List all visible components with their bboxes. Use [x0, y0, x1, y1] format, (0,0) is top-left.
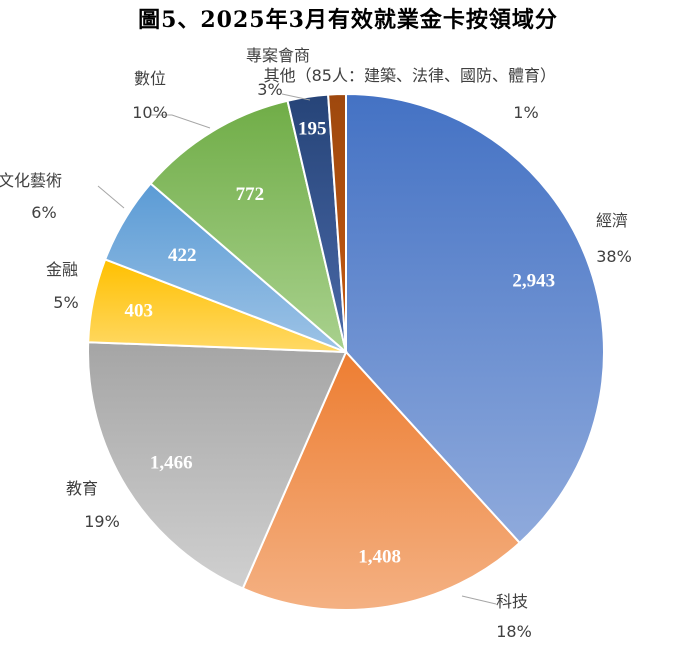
leader-line — [150, 114, 211, 129]
slice-value-label: 195 — [298, 119, 327, 140]
slice-percent-label: 3% — [257, 80, 282, 99]
value-labels: 2,943 1,408 1,466 403 422 772 195 — [125, 119, 556, 568]
slice-category-label: 科技 — [496, 592, 528, 611]
pie-slice — [241, 350, 522, 611]
chart-title: 圖5、2025年3月有效就業金卡按領域分 — [138, 7, 558, 33]
pie-slice — [149, 99, 348, 355]
slice-percent-label: 6% — [31, 203, 56, 222]
slice-category-label: 其他（85人：建築、法律、國防、體育） — [264, 66, 556, 85]
slice-category-label: 金融 — [46, 260, 78, 279]
slice-value-label: 772 — [236, 184, 265, 205]
slice-category-label: 教育 — [66, 479, 98, 498]
slice-percent-label: 19% — [84, 512, 120, 531]
slice-percent-label: 5% — [53, 293, 78, 312]
slice-category-label: 經濟 — [596, 211, 628, 230]
pie-slice — [327, 92, 347, 353]
slice-percent-label: 38% — [596, 247, 632, 266]
slice-percent-label: 10% — [132, 103, 168, 122]
slice-percent-label: 1% — [513, 103, 538, 122]
leader-lines — [97, 93, 497, 605]
leader-line — [281, 93, 311, 101]
leader-line — [461, 595, 497, 605]
slice-value-label: 2,943 — [512, 270, 555, 291]
slice-value-label: 403 — [125, 300, 154, 321]
slice-category-label: 數位 — [134, 69, 166, 88]
leader-line — [97, 185, 125, 209]
slice-value-label: 1,408 — [358, 547, 401, 568]
slice-value-label: 422 — [168, 245, 197, 266]
slice-value-label: 1,466 — [150, 453, 193, 474]
slice-category-label: 專案會商 — [246, 46, 310, 65]
pie-slice — [345, 92, 605, 545]
pie-slices — [87, 92, 605, 611]
slice-category-label: 文化藝術 — [0, 171, 62, 190]
category-labels: 經濟 38% 科技 18% 教育 19% 金融 5% 文化藝術 6% 數位 10% 專案會商 3%其他（8… — [0, 46, 632, 641]
slice-percent-label: 18% — [496, 622, 532, 641]
pie-slice — [87, 341, 348, 590]
